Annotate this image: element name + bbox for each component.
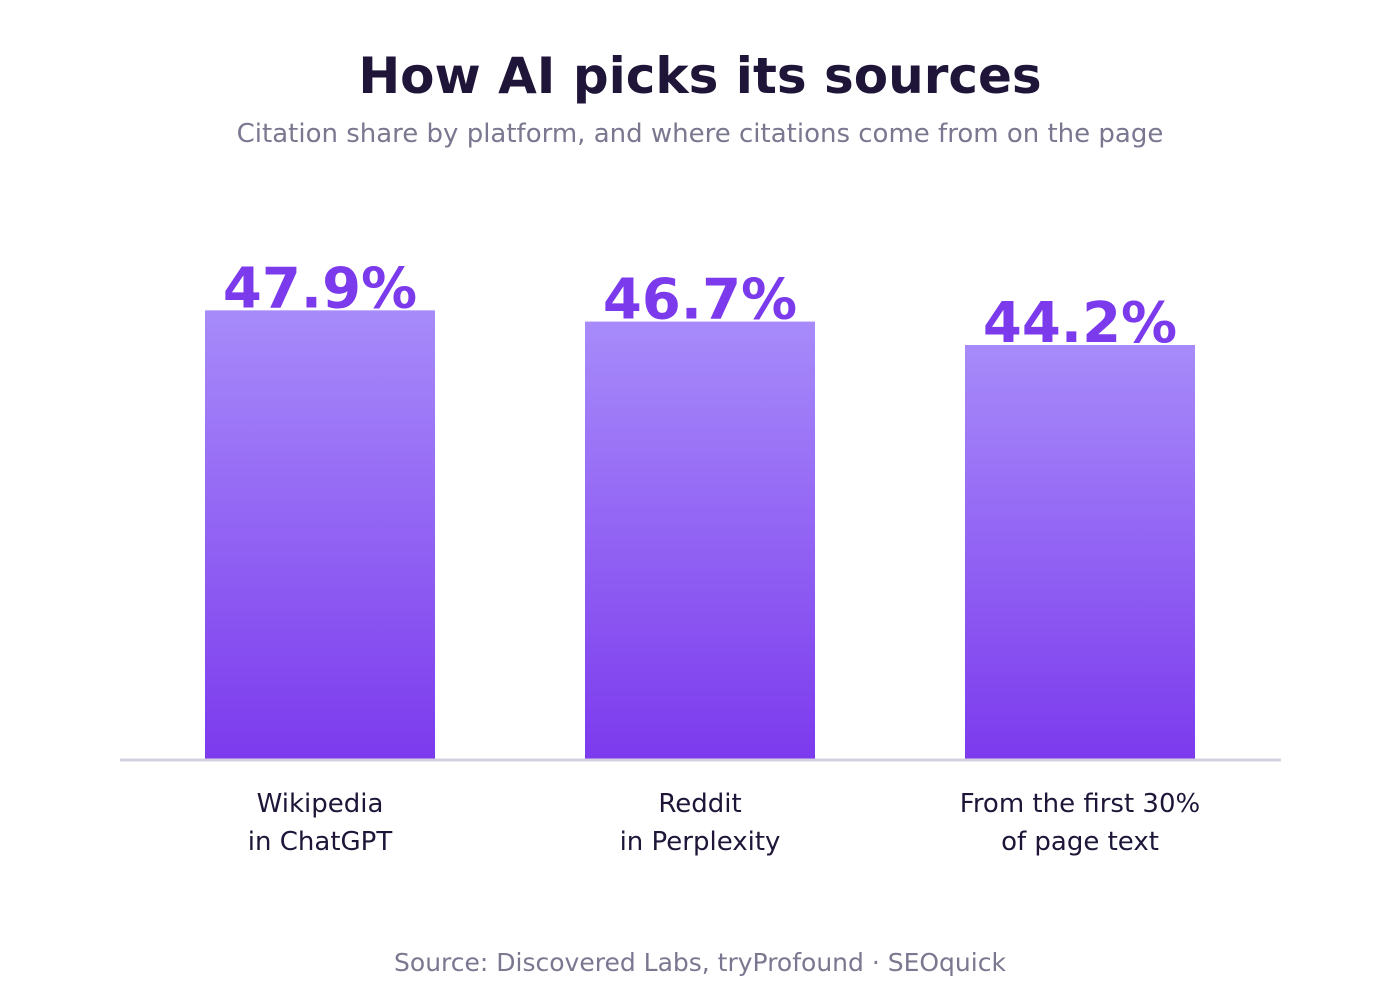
category-label-3-line-1: From the first 30%	[960, 789, 1200, 819]
chart-subtitle: Citation share by platform, and where ci…	[237, 119, 1164, 149]
bar-1	[205, 310, 435, 759]
data-label-3: 44.2%	[983, 291, 1177, 356]
source-note: Source: Discovered Labs, tryProfound · S…	[394, 948, 1006, 977]
bars-group	[205, 310, 1195, 759]
bar-3	[965, 344, 1195, 759]
category-label-1-line-1: Wikipedia	[257, 789, 384, 819]
category-label-1-line-2: in ChatGPT	[248, 827, 393, 857]
data-label-2: 46.7%	[603, 268, 797, 333]
bar-2	[585, 321, 815, 759]
data-labels-group: 47.9% 46.7% 44.2%	[223, 256, 1177, 356]
category-label-2-line-1: Reddit	[658, 789, 741, 819]
category-label-3-line-2: of page text	[1001, 827, 1159, 857]
category-labels-group: Wikipedia in ChatGPT Reddit in Perplexity Fr…	[248, 789, 1200, 857]
chart-title: How AI picks its sources	[358, 47, 1041, 105]
category-label-2-line-2: in Perplexity	[620, 827, 781, 857]
data-label-1: 47.9%	[223, 256, 417, 321]
